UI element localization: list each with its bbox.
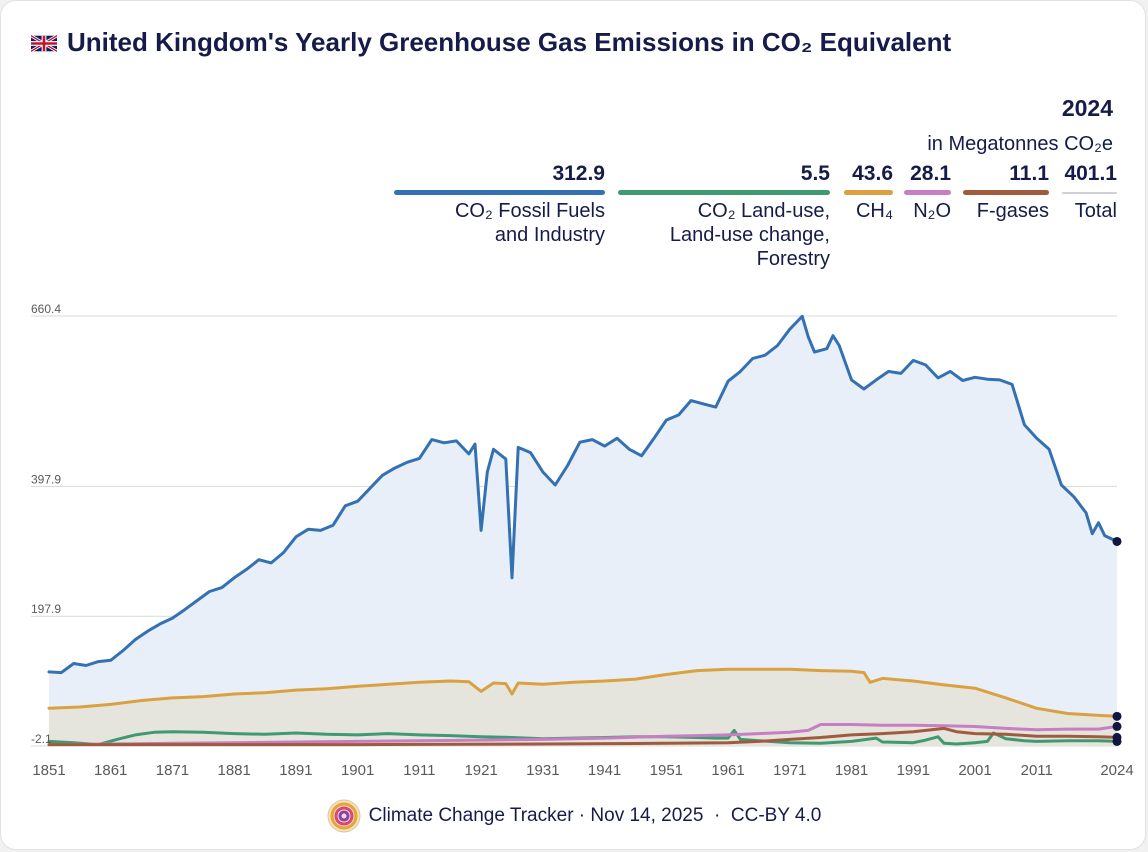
end-marker-co2_fossil <box>1112 536 1122 546</box>
series-line-co2_landuse <box>47 728 1119 747</box>
x-tick-label-1851: 1851 <box>32 762 65 779</box>
legend-value-co2-fossil: 312.9 <box>552 162 605 185</box>
y-tick-label-2: 197.9 <box>31 602 61 616</box>
area-co2_fossil <box>49 316 1117 746</box>
y-tick-label-3: -2.1 <box>31 732 52 746</box>
x-tick-label-1861: 1861 <box>94 762 127 779</box>
x-tick-label-1961: 1961 <box>711 762 744 779</box>
legend-swatch-co2-landuse <box>618 190 830 195</box>
x-tick-label-1981: 1981 <box>835 762 868 779</box>
legend-value-n2o: 28.1 <box>910 162 951 185</box>
legend-total-divider <box>1062 192 1117 194</box>
legend-swatch-ch4 <box>844 190 893 195</box>
series-line-fgases <box>47 726 1119 747</box>
x-tick-label-2024: 2024 <box>1100 762 1133 779</box>
uk-flag-icon <box>31 35 57 52</box>
x-tick-label-1921: 1921 <box>464 762 497 779</box>
legend-item-n2o[interactable]: 28.1 N₂O <box>904 161 951 223</box>
legend-label-co2-landuse-line3: Forestry <box>756 248 830 270</box>
legend-label-n2o: N₂O <box>913 200 951 222</box>
x-tick-label-2011: 2011 <box>1021 762 1053 779</box>
legend-value-total: 401.1 <box>1064 162 1117 185</box>
y-tick-label-0: 660.4 <box>31 302 61 316</box>
x-tick-label-1951: 1951 <box>650 762 683 779</box>
legend-label-ch4: CH₄ <box>855 200 893 222</box>
legend-label-fgases: F-gases <box>976 200 1049 222</box>
legend-year: 2024 <box>1061 95 1113 121</box>
legend-value-co2-landuse: 5.5 <box>800 162 830 185</box>
legend-swatch-n2o <box>904 190 951 195</box>
x-tick-label-1891: 1891 <box>279 762 312 779</box>
y-axis-ticks: 660.4 397.9 197.9 -2.1 <box>31 302 61 746</box>
end-marker-n2o <box>1112 721 1122 731</box>
x-tick-label-1881: 1881 <box>218 762 251 779</box>
legend-label-co2-landuse-line2: Land-use change, <box>669 224 830 246</box>
x-tick-label-1871: 1871 <box>156 762 189 779</box>
chart-title: United Kingdom's Yearly Greenhouse Gas E… <box>67 27 952 57</box>
legend-label-co2-landuse-line1: CO₂ Land-use, <box>697 200 830 222</box>
x-tick-label-1991: 1991 <box>897 762 930 779</box>
area-ch4 <box>49 669 1117 746</box>
y-tick-label-1: 397.9 <box>31 472 61 486</box>
legend-value-fgases: 11.1 <box>1009 162 1049 185</box>
x-axis-ticks: 1851 1861 1871 1881 1891 1901 1911 1921 1931 1941… <box>32 762 1133 779</box>
legend-label-co2-fossil-line1: CO₂ Fossil Fuels <box>454 200 605 222</box>
series-line-co2_fossil <box>47 314 1119 675</box>
footer: Climate Change Tracker · Nov 14, 2025 · … <box>1 799 1147 833</box>
legend-item-co2-landuse[interactable]: 5.5 CO₂ Land-use, Land-use change, Fores… <box>618 161 830 271</box>
series-line-n2o <box>47 723 1119 747</box>
series-lines <box>47 314 1119 747</box>
legend-label-co2-fossil-line2: and Industry <box>494 224 605 246</box>
series-areas <box>49 316 1117 746</box>
legend-item-total: 401.1 Total <box>1062 161 1117 223</box>
legend-unit: in Megatonnes CO₂e <box>927 133 1113 155</box>
chart-title-row: United Kingdom's Yearly Greenhouse Gas E… <box>31 27 951 58</box>
x-tick-label-1901: 1901 <box>341 762 374 779</box>
legend-item-co2-fossil[interactable]: 312.9 CO₂ Fossil Fuels and Industry <box>394 161 605 247</box>
climate-change-tracker-logo-icon <box>327 799 361 833</box>
x-tick-label-1971: 1971 <box>773 762 806 779</box>
legend-item-ch4[interactable]: 43.6 CH₄ <box>844 161 893 223</box>
end-marker-ch4 <box>1112 711 1122 721</box>
legend-value-ch4: 43.6 <box>852 162 893 185</box>
end-markers <box>1112 536 1122 746</box>
series-line-ch4 <box>47 667 1119 718</box>
x-tick-label-1931: 1931 <box>526 762 559 779</box>
legend-label-total: Total <box>1074 200 1117 222</box>
x-tick-label-1911: 1911 <box>403 762 435 779</box>
x-tick-label-2001: 2001 <box>958 762 991 779</box>
x-tick-label-1941: 1941 <box>588 762 621 779</box>
legend-swatch-fgases <box>963 190 1049 195</box>
legend-swatch-co2-fossil <box>394 190 605 195</box>
end-marker-fgases <box>1112 732 1122 742</box>
legend-item-fgases[interactable]: 11.1 F-gases <box>963 161 1049 223</box>
footer-text: Climate Change Tracker · Nov 14, 2025 · … <box>368 805 822 827</box>
emissions-area-chart[interactable]: 660.4 397.9 197.9 -2.1 1851 1861 1871 1881 1891… <box>1 1 1147 791</box>
